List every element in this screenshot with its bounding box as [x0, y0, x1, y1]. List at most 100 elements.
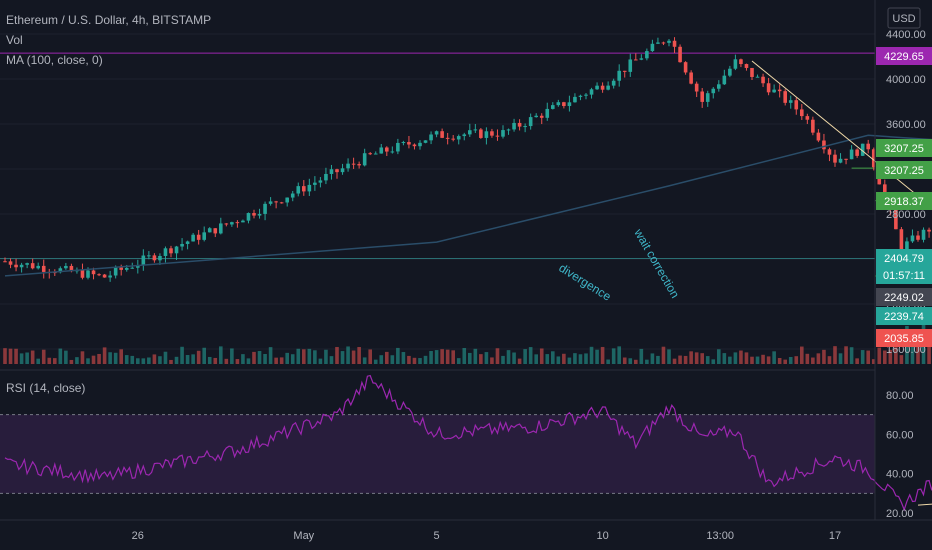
volume-bar	[340, 351, 345, 364]
candle-body	[816, 132, 821, 141]
candle-body	[130, 267, 135, 269]
time-tick-label: 5	[434, 530, 440, 542]
rsi-pane	[0, 374, 932, 512]
candle-body	[97, 274, 101, 276]
volume-bar	[191, 354, 195, 364]
candle-body	[711, 88, 716, 94]
volume-bar	[473, 348, 478, 364]
candle-body	[113, 267, 118, 276]
candle-body	[86, 270, 90, 278]
price-badge-text: 2239.74	[884, 311, 924, 323]
volume-bar	[119, 349, 123, 364]
volume-bar	[849, 347, 854, 364]
price-tick-label: 2800.00	[886, 209, 926, 221]
volume-bar	[302, 349, 306, 364]
volume-bar	[418, 358, 422, 364]
volume-bar	[207, 356, 212, 364]
candle-body	[783, 91, 787, 103]
candle-body	[883, 184, 887, 197]
candle-body	[440, 131, 444, 138]
ma-legend[interactable]: MA (100, close, 0)	[6, 53, 103, 67]
volume-bar	[551, 351, 555, 364]
candle-body	[8, 261, 13, 265]
volume-bar	[634, 359, 638, 364]
candle-body	[473, 129, 478, 131]
candle-body	[180, 243, 184, 247]
symbol-title[interactable]: Ethereum / U.S. Dollar, 4h, BITSTAMP	[6, 13, 211, 27]
rsi-line[interactable]	[4, 374, 932, 512]
volume-bar	[545, 354, 550, 364]
volume-bar	[313, 350, 317, 364]
candle-body	[69, 265, 74, 272]
candle-body	[517, 122, 522, 127]
volume-bar	[124, 355, 129, 364]
candle-body	[147, 255, 151, 257]
candle-body	[628, 59, 633, 72]
volume-bar	[512, 352, 516, 364]
volume-bar	[396, 347, 400, 364]
volume-bar	[617, 346, 621, 364]
volume-bar	[650, 353, 655, 364]
candle-body	[739, 59, 743, 65]
volume-bar	[346, 346, 350, 364]
volume-bar	[373, 359, 378, 364]
volume-bar	[351, 350, 356, 364]
volume-bar	[224, 358, 229, 364]
rsi-axis[interactable]: 80.00 60.00 40.00 20.00	[886, 390, 914, 520]
volume-bar	[844, 346, 848, 364]
candle-body	[152, 255, 157, 261]
candle-body	[860, 143, 865, 156]
candle-body	[14, 264, 18, 268]
volume-bar	[163, 351, 168, 364]
rsi-tick-label: 40.00	[886, 469, 914, 481]
candle-body	[584, 94, 588, 96]
volume-bar	[772, 351, 776, 364]
candle-body	[30, 263, 35, 269]
candle-body	[871, 149, 876, 168]
candlesticks[interactable]	[3, 37, 932, 290]
volume-bar	[777, 358, 782, 364]
volume-bar	[53, 358, 57, 364]
candle-body	[279, 202, 284, 204]
ma-100-line[interactable]	[4, 134, 932, 277]
candle-body	[573, 96, 577, 103]
volume-bar	[639, 348, 644, 364]
candle-body	[661, 42, 666, 44]
volume-bar	[678, 355, 682, 364]
candle-body	[744, 64, 749, 68]
volume-bar	[296, 348, 301, 364]
volume-bar	[468, 352, 472, 364]
time-tick-label: 17	[829, 530, 841, 542]
volume-bar	[501, 355, 505, 364]
volume-bars	[3, 317, 931, 364]
candle-body	[777, 89, 782, 92]
currency-button[interactable]	[887, 7, 921, 29]
price-badge	[876, 161, 932, 179]
volume-bar	[794, 356, 799, 364]
volume-bar	[456, 358, 461, 364]
candle-body	[19, 264, 24, 268]
volume-bar	[423, 355, 428, 364]
volume-bar	[41, 349, 46, 364]
currency-label[interactable]: USD	[892, 13, 915, 25]
volume-bar	[64, 350, 68, 364]
volume-bar	[202, 347, 206, 364]
candle-body	[169, 248, 173, 254]
rsi-tick-label: 80.00	[886, 390, 914, 402]
candle-body	[141, 255, 146, 265]
volume-bar	[401, 352, 406, 364]
volume-bar	[274, 357, 278, 364]
candle-body	[202, 232, 206, 240]
candle-body	[761, 76, 765, 84]
candle-body	[418, 142, 422, 147]
candle-body	[678, 46, 682, 63]
volume-bar	[816, 353, 821, 364]
rsi-legend[interactable]: RSI (14, close)	[6, 381, 85, 395]
volume-bar	[3, 348, 7, 364]
vol-legend[interactable]: Vol	[6, 33, 23, 47]
volume-bar	[766, 356, 771, 364]
volume-bar	[58, 348, 63, 364]
volume-bar	[800, 346, 804, 364]
